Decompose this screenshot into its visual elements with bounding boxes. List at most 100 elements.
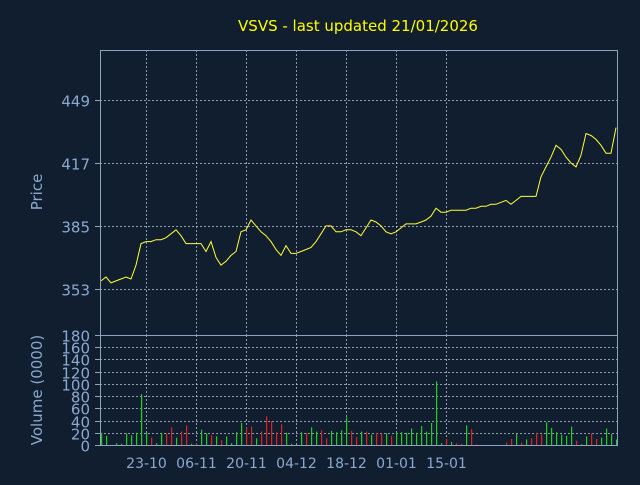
volume-bar: [336, 432, 338, 445]
volume-bar: [436, 381, 438, 445]
volume-bar: [346, 417, 348, 445]
price-tick-label: 449: [61, 93, 90, 111]
volume-bar: [271, 421, 273, 445]
volume-bar: [316, 431, 318, 445]
price-panel: [100, 127, 617, 284]
volume-bar: [256, 438, 258, 445]
price-series-line: [100, 127, 617, 284]
volume-bar: [146, 432, 148, 445]
volume-bar: [136, 432, 138, 445]
volume-bar: [206, 433, 208, 445]
volume-bar: [176, 437, 178, 445]
volume-bar: [331, 430, 333, 445]
volume-bar: [311, 427, 313, 445]
volume-bar: [516, 434, 518, 445]
volume-axis-label: Volume (0000): [28, 335, 46, 445]
price-plot-frame: [100, 50, 618, 336]
volume-bar: [151, 437, 153, 445]
volume-bar: [396, 432, 398, 445]
volume-bar: [286, 432, 288, 445]
volume-bar: [616, 439, 618, 445]
volume-tick-label: 160: [61, 340, 90, 358]
volume-bar: [601, 437, 603, 445]
volume-bar: [421, 426, 423, 445]
volume-bar: [341, 430, 343, 445]
volume-bar: [521, 442, 523, 445]
volume-tick-label: 20: [71, 426, 90, 444]
volume-bar: [131, 435, 133, 445]
volume-bar: [531, 438, 533, 445]
volume-bar: [441, 443, 443, 445]
volume-bar: [321, 430, 323, 445]
volume-bar: [576, 440, 578, 445]
volume-bar: [236, 432, 238, 445]
volume-bar: [581, 444, 583, 445]
volume-bar: [306, 432, 308, 445]
price-tick-label: 417: [61, 156, 90, 174]
volume-bar: [371, 434, 373, 445]
volume-bar: [356, 437, 358, 445]
volume-tick-label: 140: [61, 352, 90, 370]
volume-bar: [381, 433, 383, 445]
x-tick-label: 23-10: [126, 456, 167, 472]
volume-bar: [246, 427, 248, 445]
volume-bar: [106, 435, 108, 445]
price-tick-label: 353: [61, 282, 90, 300]
panel-frames: [100, 50, 618, 446]
volume-tick-label: 80: [71, 389, 90, 407]
volume-bar: [546, 422, 548, 445]
volume-bar: [401, 432, 403, 445]
chart-title: VSVS - last updated 21/01/2026: [238, 17, 478, 35]
volume-bar: [101, 432, 103, 445]
volume-bar: [186, 425, 188, 445]
volume-bar: [376, 432, 378, 445]
volume-bar: [596, 438, 598, 445]
volume-bar: [461, 443, 463, 445]
volume-bar: [291, 443, 293, 445]
volume-bar: [426, 431, 428, 445]
volume-bar: [191, 443, 193, 445]
volume-bar: [391, 435, 393, 445]
x-tick-label: 01-01: [376, 456, 417, 472]
volume-bar: [126, 433, 128, 445]
volume-bar: [281, 424, 283, 445]
volume-bar: [216, 436, 218, 445]
volume-tick-label: 40: [71, 414, 90, 432]
volume-bar: [366, 431, 368, 445]
volume-bar: [361, 431, 363, 445]
volume-bar: [211, 435, 213, 445]
volume-bar: [566, 435, 568, 445]
volume-bar: [141, 394, 143, 445]
volume-bar: [386, 433, 388, 445]
volume-bar: [446, 438, 448, 445]
volume-bar: [556, 432, 558, 445]
volume-tick-label: 120: [61, 365, 90, 383]
volume-bar: [466, 425, 468, 445]
volume-bar: [411, 428, 413, 445]
price-tick-label: 385: [61, 219, 90, 237]
volume-bar: [591, 433, 593, 445]
volume-plot-frame: [100, 335, 618, 446]
volume-panel: [101, 381, 618, 445]
volume-bar: [451, 441, 453, 445]
volume-bar: [511, 438, 513, 445]
grid-lines: [95, 50, 617, 446]
volume-bar: [611, 434, 613, 445]
volume-tick-label: 180: [61, 328, 90, 346]
volume-bar: [201, 429, 203, 445]
volume-bar: [181, 431, 183, 445]
volume-bar: [541, 434, 543, 445]
volume-bar: [301, 432, 303, 445]
volume-bar: [171, 427, 173, 445]
volume-bar: [561, 434, 563, 445]
volume-bar: [156, 443, 158, 445]
volume-bar: [351, 430, 353, 445]
volume-bar: [471, 429, 473, 445]
x-tick-label: 06-11: [176, 456, 217, 472]
volume-tick-label: 60: [71, 401, 90, 419]
volume-bar: [121, 443, 123, 445]
volume-bar: [196, 443, 198, 445]
volume-bar: [571, 426, 573, 445]
